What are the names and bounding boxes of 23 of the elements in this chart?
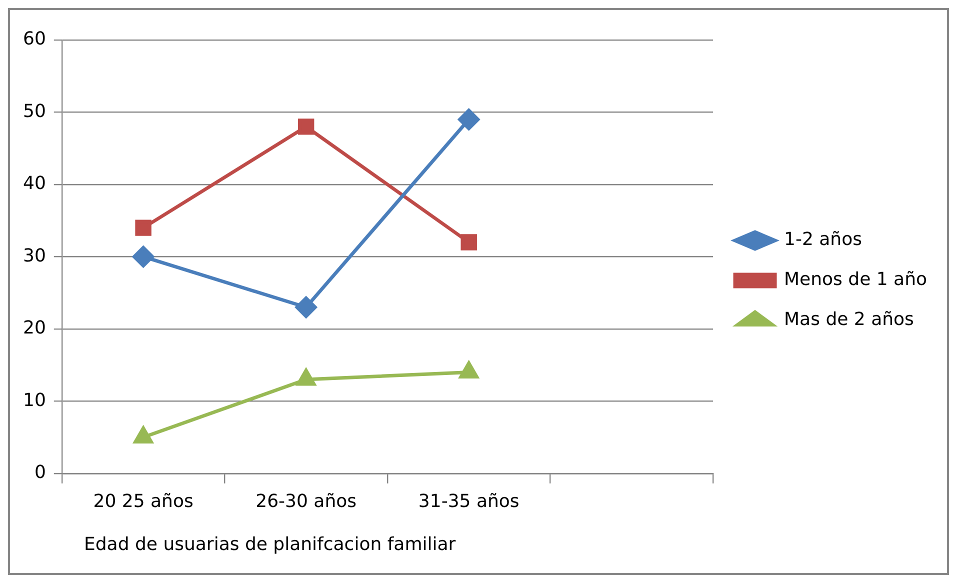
point xyxy=(296,368,316,386)
point xyxy=(458,108,480,130)
y-tick-label: 0 xyxy=(34,462,46,484)
legend-label: Menos de 1 año xyxy=(784,269,928,290)
y-tick-label: 20 xyxy=(23,318,46,339)
y-tick-label: 10 xyxy=(23,390,46,411)
y-tick-label: 40 xyxy=(23,173,46,194)
point xyxy=(459,362,478,379)
x-tick-label: 31-35 años xyxy=(418,490,520,512)
point xyxy=(132,246,154,268)
point xyxy=(295,296,317,318)
x-tick-label: 20 25 años xyxy=(93,490,194,512)
y-tick-label: 50 xyxy=(23,100,46,122)
x-tick-label: 26-30 años xyxy=(256,490,357,512)
y-tick-label: 30 xyxy=(23,245,46,266)
legend-label: 1-2 años xyxy=(784,229,862,250)
y-tick-label: 60 xyxy=(23,28,46,50)
x-axis-title: Edad de usuarias de planifcacion familiar xyxy=(84,534,456,555)
legend-label: Mas de 2 años xyxy=(784,309,914,330)
point xyxy=(298,118,314,135)
point xyxy=(460,234,477,250)
point xyxy=(134,426,153,444)
point xyxy=(135,220,152,236)
